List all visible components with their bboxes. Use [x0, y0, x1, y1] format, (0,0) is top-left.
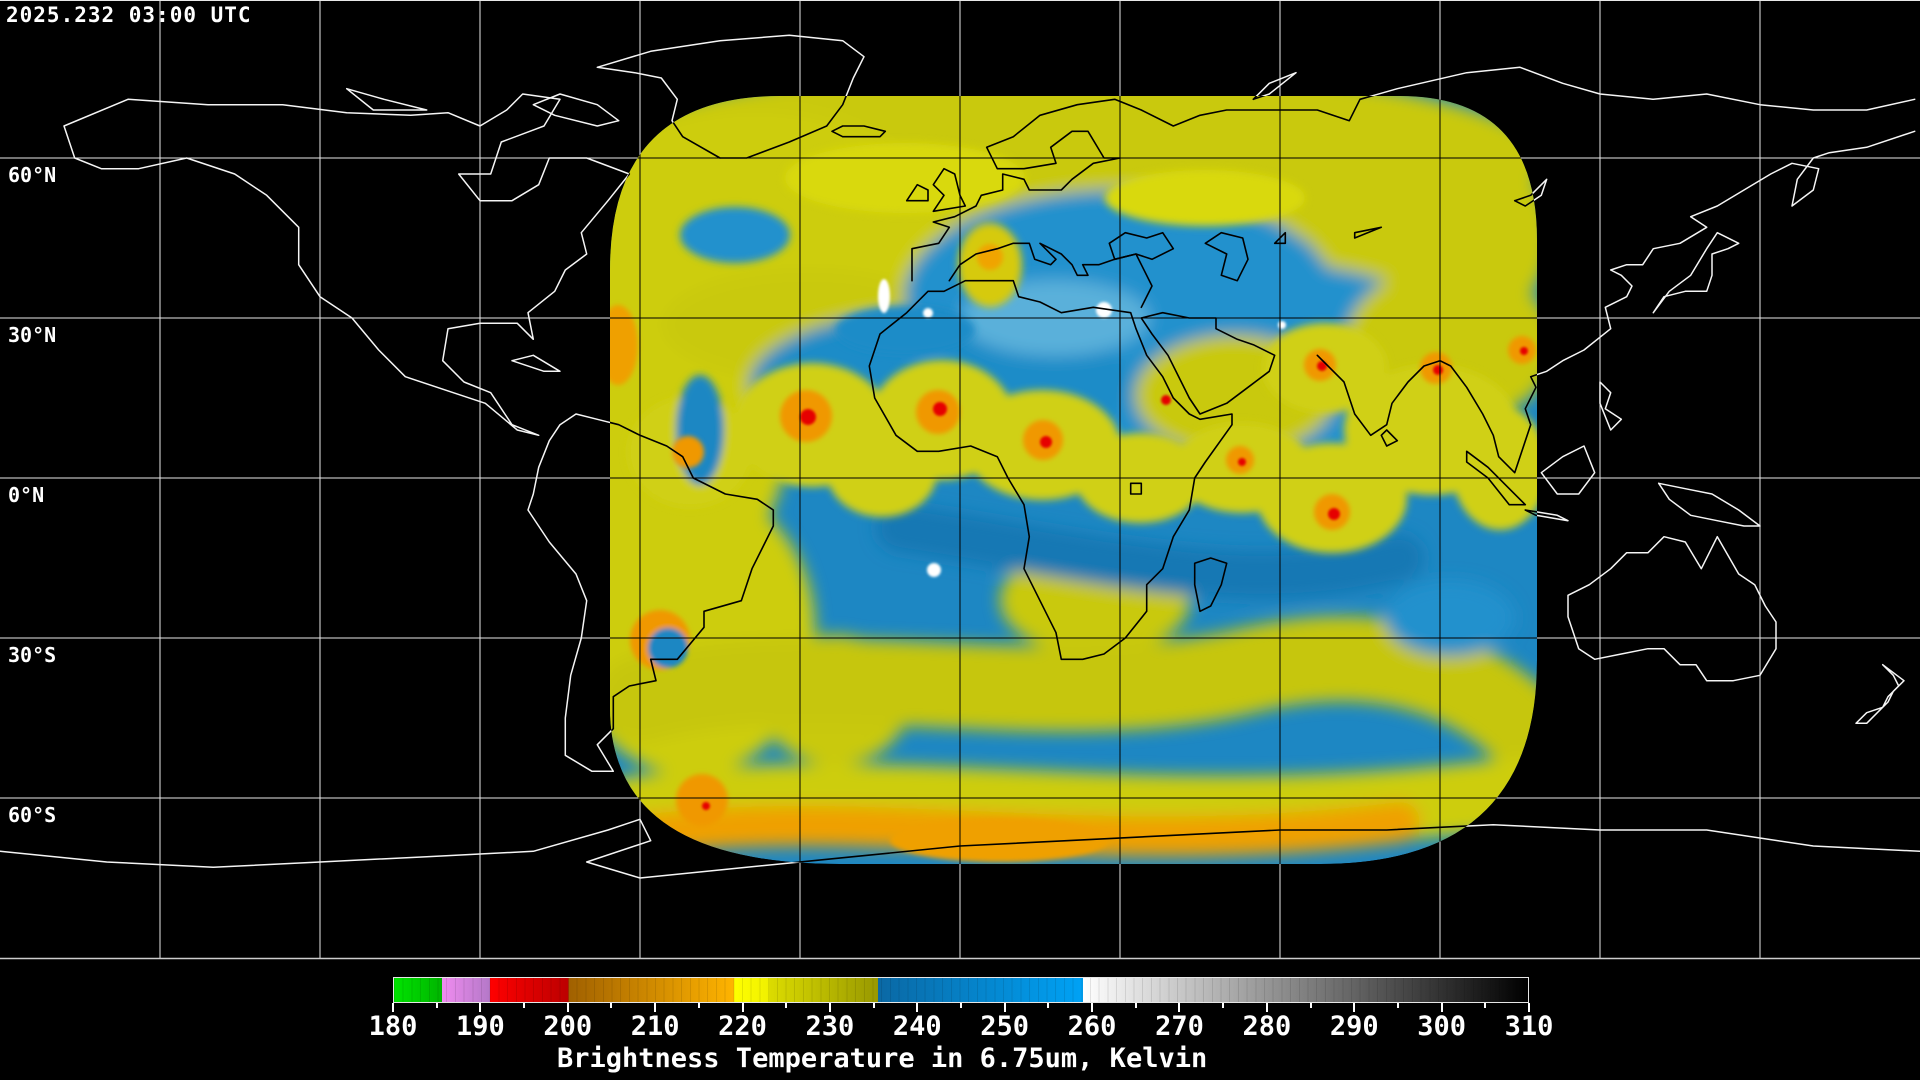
colorbar-major-tick [828, 1003, 831, 1012]
colorbar-minor-tick [1222, 1003, 1225, 1008]
colorbar-minor-tick [610, 1003, 613, 1008]
colorbar-minor-tick [1134, 1003, 1137, 1008]
colorbar-major-tick [1440, 1003, 1443, 1012]
colorbar-tick-label: 230 [805, 1011, 855, 1042]
map-area: 2025.232 03:00 UTC 60°N 30°N 0°N 30°S 60°S [0, 0, 1920, 960]
colorbar-major-tick [916, 1003, 919, 1012]
colorbar-major-tick [1528, 1003, 1530, 1012]
colorbar-minor-tick [1396, 1003, 1399, 1008]
colorbar-tick-label: 300 [1417, 1011, 1466, 1042]
colorbar-major-tick [1003, 1003, 1006, 1012]
latitude-label: 60°S [8, 803, 57, 827]
colorbar-minor-tick [1484, 1003, 1487, 1008]
colorbar-major-tick [741, 1003, 744, 1012]
colorbar-minor-tick [872, 1003, 875, 1008]
colorbar-tick-label: 280 [1242, 1011, 1292, 1042]
colorbar-tick-label: 240 [892, 1011, 942, 1042]
colorbar-major-tick [479, 1003, 482, 1012]
colorbar-tick-label: 180 [368, 1011, 418, 1042]
colorbar-tick-label: 270 [1155, 1011, 1204, 1042]
colorbar-major-tick [1353, 1003, 1356, 1012]
colorbar-major-tick [1178, 1003, 1181, 1012]
colorbar-major-tick [566, 1003, 569, 1012]
colorbar-tick-label: 200 [543, 1011, 593, 1042]
colorbar-tick-label: 250 [980, 1011, 1030, 1042]
colorbar-minor-tick [1309, 1003, 1312, 1008]
colorbar-major-tick [654, 1003, 657, 1012]
latitude-label: 30°S [8, 643, 57, 667]
colorbar-tick-label: 310 [1504, 1011, 1554, 1042]
colorbar-tick-label: 210 [630, 1011, 680, 1042]
colorbar-minor-tick [785, 1003, 788, 1008]
latitude-label: 30°N [8, 323, 57, 347]
colorbar-minor-tick [523, 1003, 526, 1008]
colorbar-caption: Brightness Temperature in 6.75um, Kelvin [557, 1043, 1208, 1074]
colorbar-major-tick [1265, 1003, 1268, 1012]
colorbar-minor-tick [435, 1003, 438, 1008]
colorbar-major-tick [1091, 1003, 1094, 1012]
latitude-label: 60°N [8, 163, 57, 187]
colorbar-minor-tick [697, 1003, 700, 1008]
colorbar-minor-tick [960, 1003, 962, 1008]
colorbar-major-tick [392, 1003, 394, 1012]
world-map [0, 0, 1920, 960]
colorbar-gradient [393, 977, 1529, 1003]
colorbar-tick-label: 260 [1067, 1011, 1117, 1042]
timestamp: 2025.232 03:00 UTC [6, 3, 252, 27]
colorbar-tick-label: 190 [455, 1011, 505, 1042]
colorbar-tick-label: 220 [718, 1011, 767, 1042]
latitude-label: 0°N [8, 483, 45, 507]
colorbar-minor-tick [1047, 1003, 1050, 1008]
colorbar-tick-label: 290 [1329, 1011, 1379, 1042]
